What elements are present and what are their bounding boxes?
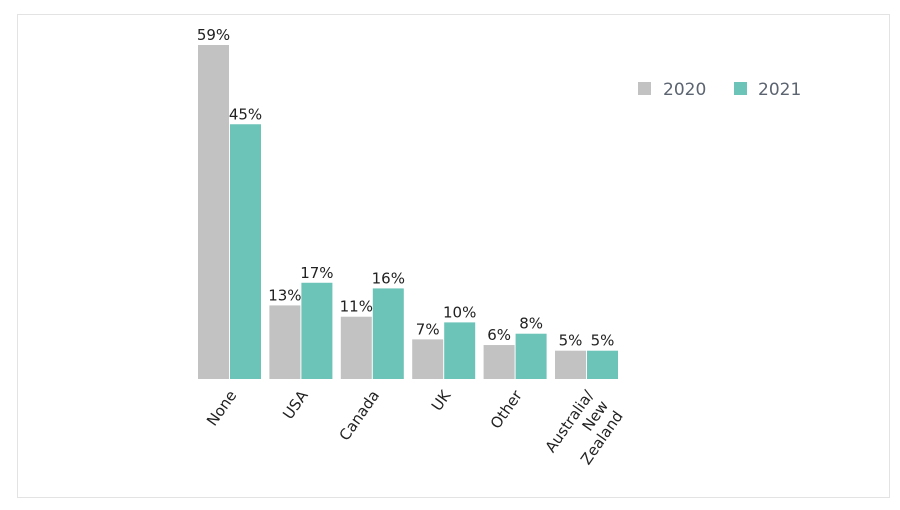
x-tick-label-1: USA [279, 386, 312, 422]
value-label-2021-1: 17% [300, 264, 333, 282]
bar-2021-0 [230, 124, 261, 379]
value-label-2020-5: 5% [559, 332, 583, 350]
value-labels-layer: 59% 45% 13% 17% 11% 16% 7%10% 6% 8% 5% 5% [197, 26, 615, 350]
x-tick-labels-layer: None USA Canada UK Other Australia/NewZealand [203, 386, 628, 476]
bar-2021-1 [301, 282, 333, 379]
bar-2020-3 [412, 339, 444, 379]
value-label-2020-3: 7% [416, 320, 440, 338]
value-label-2021-3: 10% [443, 303, 476, 321]
value-label-2021-5: 5% [591, 332, 615, 350]
bar-2020-4 [483, 345, 515, 379]
value-label-2020-4: 6% [487, 326, 511, 344]
legend-swatch-2020 [638, 82, 651, 95]
bar-2021-5 [587, 350, 618, 379]
bar-2021-2 [372, 288, 404, 379]
value-label-2021-4: 8% [519, 315, 543, 333]
x-tick-line-2-0: Canada [336, 387, 383, 444]
legend-swatch-2021 [734, 82, 747, 95]
bar-2020-5 [555, 350, 586, 379]
bar-2021-3 [444, 322, 476, 379]
x-tick-line-4-0: Other [487, 386, 527, 432]
value-label-2020-2: 11% [340, 298, 373, 316]
legend-label-2021: 2021 [758, 80, 801, 100]
x-tick-label-0: None [203, 387, 240, 429]
legend-label-2020: 2020 [663, 80, 706, 100]
value-label-2021-0: 45% [229, 105, 262, 123]
x-tick-line-0-0: None [203, 387, 240, 429]
value-label-2021-2: 16% [372, 269, 405, 287]
value-label-2020-1: 13% [268, 286, 301, 304]
bar-2021-4 [515, 333, 547, 379]
bars-layer [198, 45, 618, 379]
bar-2020-0 [198, 45, 229, 379]
bar-2020-2 [340, 316, 372, 379]
x-tick-line-1-0: USA [279, 386, 312, 422]
x-tick-label-4: Other [487, 386, 527, 432]
value-label-2020-0: 59% [197, 26, 230, 44]
x-tick-label-3: UK [428, 386, 455, 414]
bar-2020-1 [269, 305, 301, 379]
legend: 2020 2021 [638, 80, 801, 100]
x-tick-label-5: Australia/NewZealand [542, 386, 628, 476]
x-tick-label-2: Canada [336, 387, 383, 444]
x-tick-line-3-0: UK [428, 386, 455, 414]
